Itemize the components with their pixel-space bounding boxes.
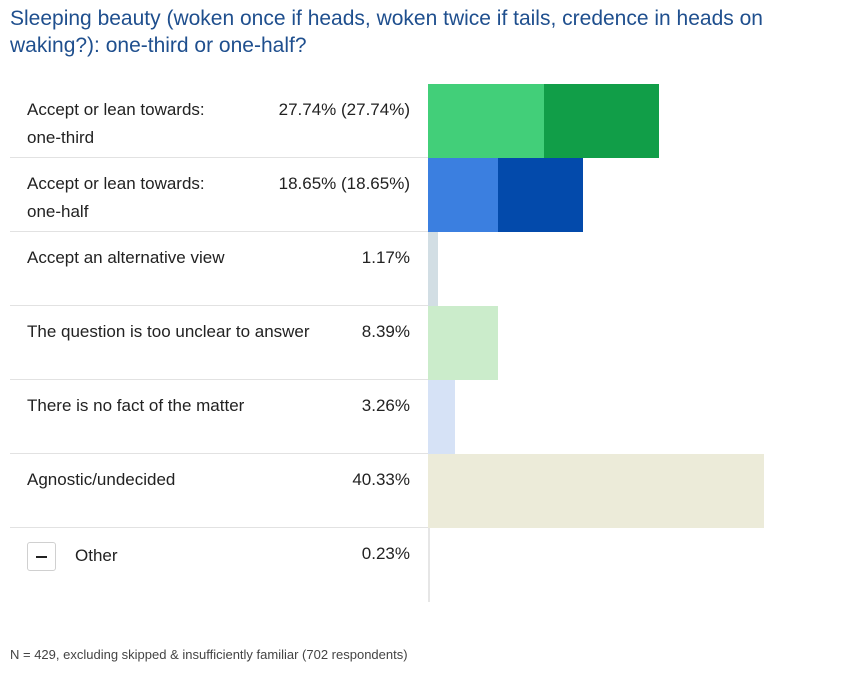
bar-segment	[497, 158, 584, 232]
bar-1	[428, 84, 660, 158]
row-label: Accept an alternative view	[27, 248, 225, 267]
footnote: N = 429, excluding skipped & insufficien…	[10, 647, 408, 662]
bar-plot-area	[428, 84, 828, 602]
collapse-minus-icon[interactable]	[27, 542, 56, 571]
bar-5	[428, 380, 456, 454]
bar-segment	[543, 84, 660, 158]
bar-7	[428, 528, 430, 602]
bar-2	[428, 158, 584, 232]
row-value: 40.33%	[352, 470, 410, 489]
row-value: 3.26%	[361, 396, 410, 415]
bar-segment	[428, 528, 430, 602]
bar-6	[428, 454, 765, 528]
row-agnostic: Agnostic/undecided 40.33%	[10, 454, 428, 528]
row-no-fact: There is no fact of the matter 3.26%	[10, 380, 428, 454]
row-label: Accept or lean towards: one-third	[27, 100, 205, 147]
row-too-unclear: The question is too unclear to answer 8.…	[10, 306, 428, 380]
row-value: 1.17%	[361, 248, 410, 267]
bar-segment	[428, 232, 438, 306]
row-label: Agnostic/undecided	[27, 470, 176, 489]
bar-segment	[428, 454, 765, 528]
row-one-third: Accept or lean towards: one-third 27.74%…	[10, 84, 428, 158]
row-other: Other 0.23%	[10, 528, 428, 601]
row-alternative-view: Accept an alternative view 1.17%	[10, 232, 428, 306]
row-label: Accept or lean towards: one-half	[27, 174, 205, 221]
row-one-half: Accept or lean towards: one-half 18.65% …	[10, 158, 428, 232]
chart-title: Sleeping beauty (woken once if heads, wo…	[10, 7, 763, 57]
row-value: 27.74% (27.74%)	[278, 100, 410, 119]
row-label: There is no fact of the matter	[27, 396, 245, 415]
row-value: 0.23%	[361, 544, 410, 563]
row-label: The question is too unclear to answer	[27, 322, 310, 341]
bar-segment	[428, 306, 498, 380]
bar-segment	[428, 84, 544, 158]
row-label: Other	[75, 546, 118, 565]
row-value: 8.39%	[361, 322, 410, 341]
bar-4	[428, 306, 498, 380]
bar-3	[428, 232, 438, 306]
category-rows: Accept or lean towards: one-third 27.74%…	[10, 84, 428, 601]
row-value: 18.65% (18.65%)	[278, 174, 410, 193]
bar-segment	[428, 158, 498, 232]
bar-segment	[428, 380, 456, 454]
